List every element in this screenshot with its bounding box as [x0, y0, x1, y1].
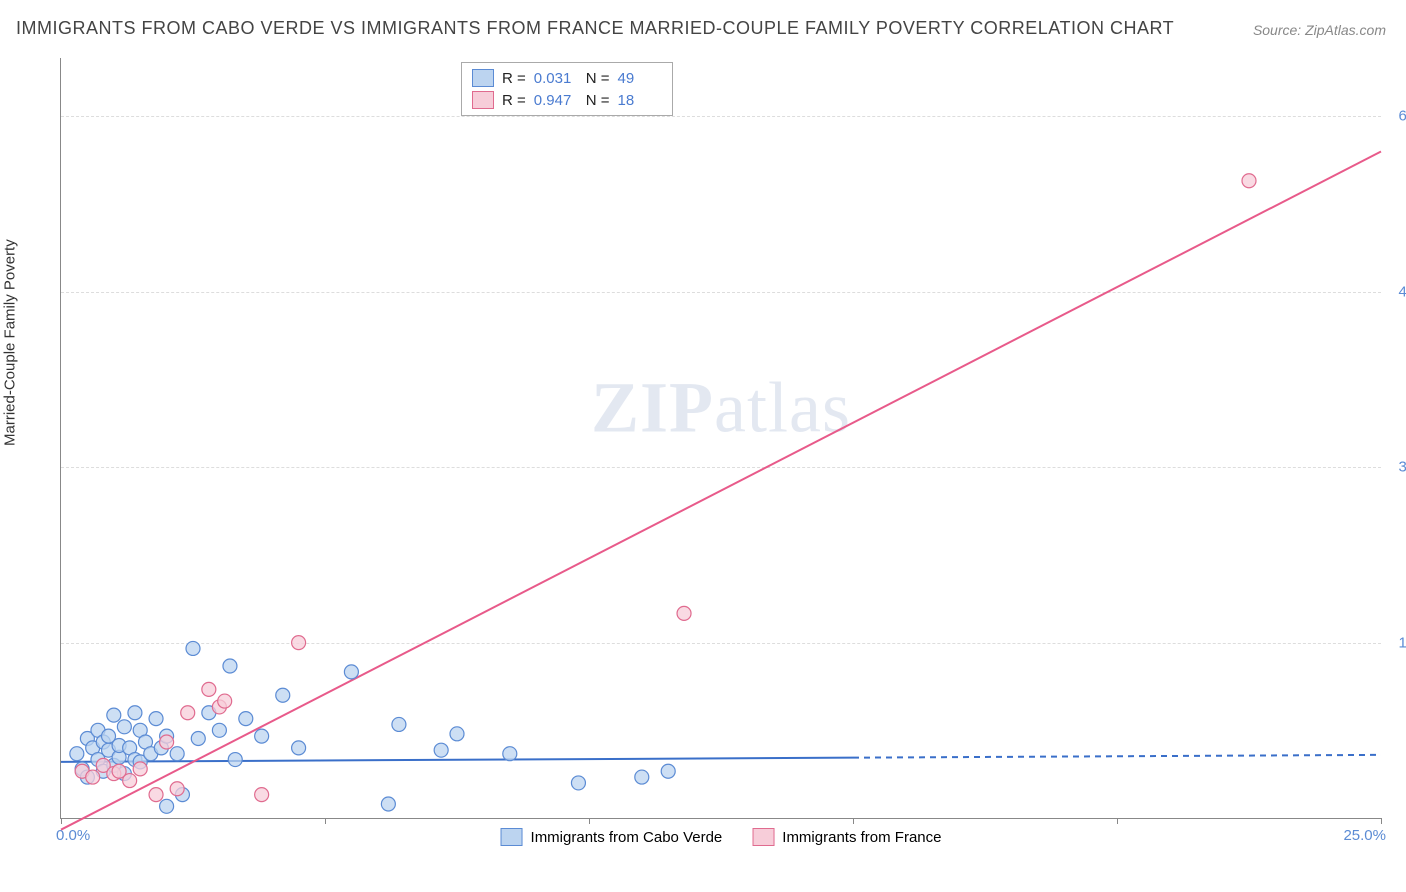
- chart-svg: [61, 58, 1381, 818]
- data-point-series-2: [86, 770, 100, 784]
- x-tick-mark: [1381, 818, 1382, 824]
- legend-item-1: Immigrants from Cabo Verde: [501, 828, 723, 846]
- data-point-series-2: [133, 762, 147, 776]
- n-label-2: N =: [586, 92, 610, 109]
- data-point-series-1: [255, 729, 269, 743]
- data-point-series-1: [70, 747, 84, 761]
- data-point-series-1: [107, 708, 121, 722]
- data-point-series-2: [255, 788, 269, 802]
- chart-title: IMMIGRANTS FROM CABO VERDE VS IMMIGRANTS…: [16, 18, 1174, 39]
- data-point-series-1: [661, 764, 675, 778]
- data-point-series-1: [381, 797, 395, 811]
- swatch-series-2: [472, 91, 494, 109]
- legend-stats-box: R = 0.031 N = 49 R = 0.947 N = 18: [461, 62, 673, 116]
- n-label-1: N =: [586, 70, 610, 87]
- r-label-2: R =: [502, 92, 526, 109]
- r-value-1: 0.031: [534, 70, 578, 87]
- x-tick-mark: [853, 818, 854, 824]
- plot-area: ZIPatlas 15.0%30.0%45.0%60.0% R = 0.031 …: [60, 58, 1381, 819]
- swatch-series-2-bottom: [752, 828, 774, 846]
- data-point-series-2: [218, 694, 232, 708]
- data-point-series-1: [212, 723, 226, 737]
- data-point-series-2: [160, 735, 174, 749]
- data-point-series-2: [181, 706, 195, 720]
- source-attribution: Source: ZipAtlas.com: [1253, 22, 1386, 38]
- data-point-series-2: [1242, 174, 1256, 188]
- legend-item-2: Immigrants from France: [752, 828, 941, 846]
- data-point-series-1: [503, 747, 517, 761]
- data-point-series-2: [123, 774, 137, 788]
- data-point-series-1: [434, 743, 448, 757]
- legend-label-1: Immigrants from Cabo Verde: [531, 829, 723, 846]
- x-tick-mark: [589, 818, 590, 824]
- data-point-series-2: [677, 606, 691, 620]
- y-tick-label: 30.0%: [1386, 459, 1406, 476]
- data-point-series-1: [149, 712, 163, 726]
- data-point-series-1: [170, 747, 184, 761]
- y-tick-label: 60.0%: [1386, 108, 1406, 125]
- swatch-series-1-bottom: [501, 828, 523, 846]
- legend-label-2: Immigrants from France: [782, 829, 941, 846]
- data-point-series-1: [276, 688, 290, 702]
- data-point-series-1: [450, 727, 464, 741]
- legend-stats-row-1: R = 0.031 N = 49: [472, 67, 662, 89]
- data-point-series-1: [571, 776, 585, 790]
- data-point-series-1: [117, 720, 131, 734]
- data-point-series-1: [228, 753, 242, 767]
- data-point-series-1: [239, 712, 253, 726]
- x-tick-end: 25.0%: [1343, 827, 1386, 844]
- trend-line-series-1-dashed: [853, 755, 1381, 758]
- swatch-series-1: [472, 69, 494, 87]
- y-tick-label: 45.0%: [1386, 283, 1406, 300]
- data-point-series-1: [223, 659, 237, 673]
- data-point-series-1: [344, 665, 358, 679]
- data-point-series-1: [160, 799, 174, 813]
- data-point-series-1: [635, 770, 649, 784]
- data-point-series-1: [186, 641, 200, 655]
- n-value-2: 18: [618, 92, 662, 109]
- x-tick-mark: [61, 818, 62, 824]
- legend-stats-row-2: R = 0.947 N = 18: [472, 89, 662, 111]
- x-tick-mark: [1117, 818, 1118, 824]
- r-label-1: R =: [502, 70, 526, 87]
- data-point-series-1: [128, 706, 142, 720]
- n-value-1: 49: [618, 70, 662, 87]
- data-point-series-2: [202, 682, 216, 696]
- data-point-series-1: [292, 741, 306, 755]
- r-value-2: 0.947: [534, 92, 578, 109]
- x-tick-start: 0.0%: [56, 827, 90, 844]
- y-axis-label: Married-Couple Family Poverty: [2, 239, 19, 446]
- data-point-series-2: [292, 636, 306, 650]
- data-point-series-2: [170, 782, 184, 796]
- data-point-series-1: [191, 731, 205, 745]
- x-tick-mark: [325, 818, 326, 824]
- data-point-series-2: [149, 788, 163, 802]
- y-tick-label: 15.0%: [1386, 634, 1406, 651]
- trend-line-series-2: [61, 152, 1381, 830]
- legend-bottom: Immigrants from Cabo Verde Immigrants fr…: [501, 828, 942, 846]
- data-point-series-1: [392, 717, 406, 731]
